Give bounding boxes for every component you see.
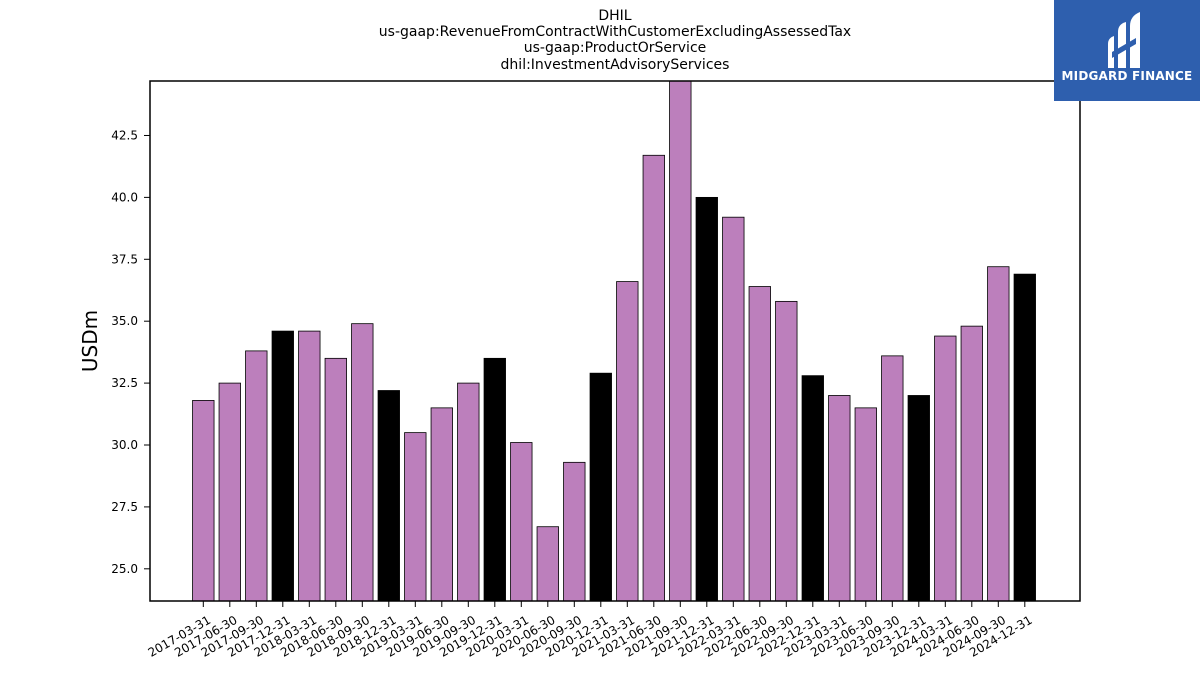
plot-frame — [149, 80, 1081, 602]
bar-2020-09-30 — [563, 461, 586, 602]
y-tick-label: 35.0 — [111, 314, 138, 328]
bar-2023-03-31 — [828, 395, 851, 602]
bar-2022-09-30 — [775, 300, 798, 602]
bar-2021-06-30 — [642, 154, 665, 602]
bar-2022-12-31 — [801, 375, 824, 602]
x-axis: 2017-03-312017-06-302017-09-302017-12-31… — [146, 601, 1035, 660]
bar-2019-03-31 — [404, 432, 427, 602]
chart-title: DHIL us-gaap:RevenueFromContractWithCust… — [379, 8, 851, 73]
bar-2024-09-30 — [987, 266, 1010, 602]
bar-2019-06-30 — [430, 407, 453, 602]
bar-2022-06-30 — [748, 286, 771, 602]
bar-2024-06-30 — [960, 325, 983, 602]
bar-2020-03-31 — [510, 442, 533, 602]
bar-series — [192, 80, 1036, 602]
bar-2018-09-30 — [351, 323, 374, 602]
bar-2019-09-30 — [457, 382, 480, 602]
bar-2017-09-30 — [245, 350, 268, 602]
y-tick-label: 40.0 — [111, 190, 138, 204]
y-axis-label: USDm — [78, 310, 102, 372]
y-tick-label: 27.5 — [111, 500, 138, 514]
bar-2018-12-31 — [377, 390, 400, 602]
bar-2021-12-31 — [695, 196, 718, 602]
brand-logo: MIDGARD FINANCE — [1054, 0, 1200, 101]
bar-2020-12-31 — [589, 372, 612, 602]
bar-2021-03-31 — [616, 281, 639, 602]
bar-2023-12-31 — [907, 395, 930, 602]
midgard-finance-logo-icon — [1108, 12, 1140, 68]
y-tick-label: 25.0 — [111, 562, 138, 576]
bar-2017-12-31 — [271, 330, 294, 602]
bar-2022-03-31 — [722, 216, 745, 602]
bar-2024-12-31 — [1013, 273, 1036, 602]
chart-title-line-4: dhil:InvestmentAdvisoryServices — [501, 57, 730, 73]
bar-2018-06-30 — [324, 357, 347, 602]
chart-title-line-1: DHIL — [598, 8, 631, 24]
bar-2023-06-30 — [854, 407, 877, 602]
y-tick-label: 37.5 — [111, 252, 138, 266]
bar-2017-06-30 — [218, 382, 241, 602]
bar-2017-03-31 — [192, 400, 215, 602]
logo-text: MIDGARD FINANCE — [1061, 69, 1193, 83]
y-tick-label: 30.0 — [111, 438, 138, 452]
chart-title-line-2: us-gaap:RevenueFromContractWithCustomerE… — [379, 24, 851, 40]
y-tick-label: 42.5 — [111, 128, 138, 142]
y-tick-label: 32.5 — [111, 376, 138, 390]
bar-2018-03-31 — [298, 330, 321, 602]
bar-2023-09-30 — [881, 355, 904, 602]
bar-2019-12-31 — [483, 357, 506, 602]
y-axis: 25.0 27.5 30.0 32.5 35.0 37.5 40.0 42.5 — [111, 128, 150, 576]
bar-2021-09-30 — [669, 80, 692, 602]
bar-2020-06-30 — [536, 526, 559, 602]
bar-2024-03-31 — [934, 335, 957, 602]
chart-title-line-3: us-gaap:ProductOrService — [524, 40, 707, 56]
